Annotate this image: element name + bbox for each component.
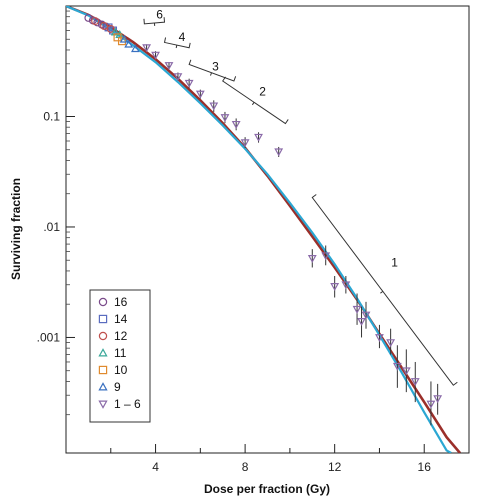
legend-marker — [98, 382, 108, 391]
legend-label: 10 — [114, 363, 128, 377]
fraction-group-label: 4 — [179, 30, 186, 44]
data-point — [124, 39, 134, 48]
fit-curve-2 — [66, 6, 452, 453]
fraction-group-label: 2 — [259, 84, 266, 98]
data-point — [231, 120, 241, 129]
bracket-tip — [380, 290, 384, 294]
x-tick-label: 12 — [328, 460, 342, 474]
data-point — [433, 395, 443, 404]
legend-marker — [98, 348, 108, 357]
fraction-group-label: 6 — [156, 8, 163, 22]
bracket-1 — [311, 194, 458, 386]
y-axis-title: Surviving fraction — [9, 178, 23, 280]
data-point — [352, 305, 362, 314]
data-point — [410, 378, 420, 387]
x-axis: 4 8 12 16 — [110, 444, 432, 474]
legend-label: 14 — [114, 312, 128, 326]
data-point — [151, 51, 160, 60]
bracket-tip — [175, 44, 178, 49]
data-point — [117, 37, 126, 46]
fraction-group-brackets: 6 4 3 2 1 — [143, 8, 458, 386]
data-point — [184, 79, 194, 88]
data-point — [361, 311, 371, 320]
data-point — [386, 339, 396, 348]
data-point — [341, 281, 351, 290]
x-axis-title: Dose per fraction (Gy) — [204, 482, 330, 496]
data-point — [100, 21, 109, 30]
data-point — [307, 255, 317, 263]
data-point — [119, 34, 129, 43]
fraction-group-label: 1 — [391, 255, 398, 269]
data-point — [209, 102, 219, 111]
data-point — [130, 44, 140, 53]
data-point — [195, 90, 205, 99]
bracket-tip — [251, 102, 255, 106]
legend-label: 9 — [114, 380, 121, 394]
data-point — [240, 139, 250, 148]
data-point — [110, 27, 120, 36]
legend: 16 14 12 11 10 9 1 – 6 — [89, 289, 151, 423]
data-point — [164, 62, 174, 71]
data-points — [84, 13, 443, 426]
y-tick-label: .01 — [43, 220, 60, 234]
legend-label: 16 — [114, 295, 128, 309]
data-point — [142, 44, 152, 53]
legend-marker — [98, 297, 108, 307]
x-tick-label: 16 — [418, 460, 432, 474]
x-tick-label: 4 — [152, 460, 159, 474]
data-point — [254, 133, 263, 142]
data-point — [274, 148, 284, 157]
bracket-3 — [188, 59, 237, 82]
data-point — [91, 17, 100, 26]
data-point — [375, 334, 384, 343]
data-point — [84, 13, 93, 22]
bracket-6 — [143, 17, 166, 25]
fraction-group-label: 3 — [212, 60, 219, 74]
legend-marker — [98, 365, 108, 375]
data-point — [401, 367, 411, 376]
legend-label: 12 — [114, 329, 128, 343]
data-point — [173, 73, 183, 82]
data-point — [426, 400, 436, 409]
legend-label: 11 — [114, 346, 127, 360]
legend-marker — [98, 400, 108, 409]
data-point — [392, 362, 402, 371]
x-tick-label: 8 — [242, 460, 249, 474]
data-point — [220, 114, 230, 123]
legend-label: 1 – 6 — [114, 397, 141, 411]
legend-marker — [98, 331, 108, 341]
data-point — [106, 24, 115, 33]
data-point — [321, 252, 331, 261]
data-point — [357, 317, 366, 326]
fit-curves — [66, 6, 461, 453]
y-tick-label: 0.1 — [43, 109, 60, 123]
y-axis: 0.1 .01 .001 — [37, 10, 75, 416]
legend-marker — [98, 314, 108, 324]
data-point — [330, 283, 340, 292]
y-tick-label: .001 — [37, 330, 61, 344]
bracket-tip — [210, 72, 212, 76]
